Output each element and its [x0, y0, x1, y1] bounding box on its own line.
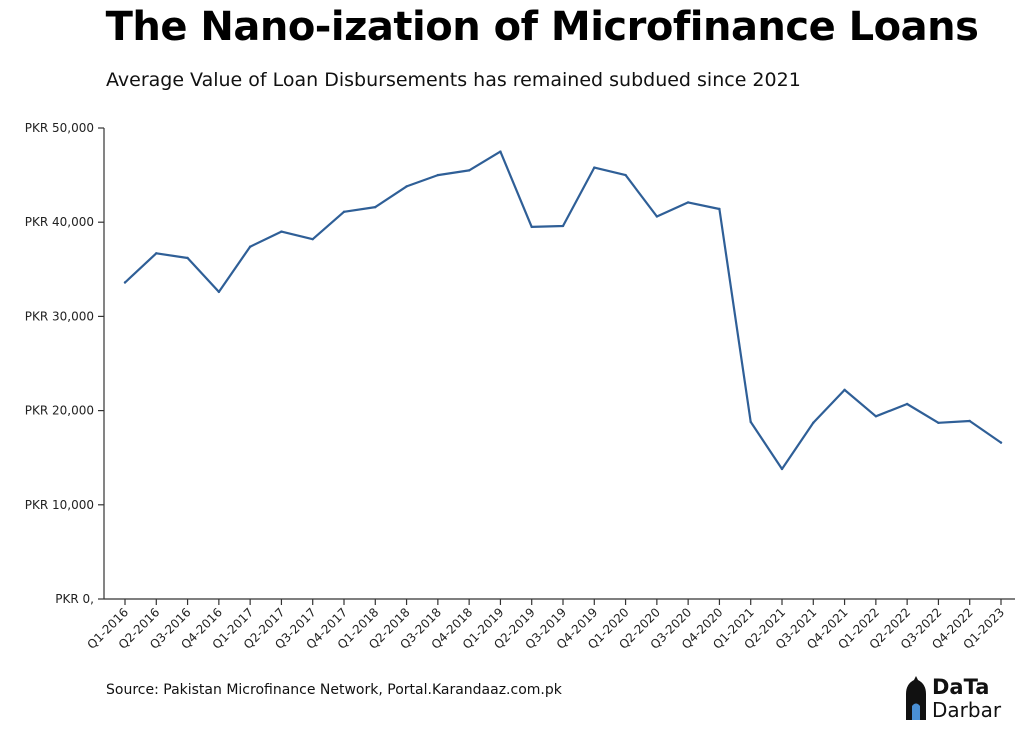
- data-darbar-logo: DaTa Darbar: [906, 675, 1002, 722]
- y-axis: PKR 0, PKR 10,000 PKR 20,000 PKR 30,000 PKR …: [25, 121, 105, 606]
- data-point: [718, 207, 721, 211]
- y-tick-label: PKR 50,000: [25, 121, 94, 135]
- y-tick-label: PKR 30,000: [25, 309, 94, 323]
- data-point: [843, 388, 846, 392]
- logo-line1: DaTa: [932, 675, 989, 699]
- data-point: [342, 210, 346, 214]
- data-point: [937, 421, 940, 425]
- data-point: [248, 245, 252, 248]
- source-note: Source: Pakistan Microfinance Network, P…: [106, 682, 562, 698]
- data-point: [155, 252, 158, 255]
- data-point: [436, 173, 440, 177]
- y-tick-label: PKR 10,000: [25, 498, 94, 512]
- logo-line2: Darbar: [932, 698, 1002, 722]
- data-point: [686, 201, 690, 204]
- data-point: [374, 205, 377, 209]
- data-point: [968, 419, 971, 423]
- mosque-door: [912, 703, 920, 720]
- x-axis: Q1-2016Q2-2016Q3-2016Q4-2016Q1-2017Q2-20…: [84, 598, 1015, 652]
- data-point: [780, 467, 784, 471]
- data-point: [999, 441, 1003, 444]
- data-point: [655, 215, 659, 218]
- data-point: [624, 173, 627, 177]
- data-point: [749, 420, 752, 424]
- chart-subtitle: Average Value of Loan Disbursements has …: [106, 69, 801, 91]
- y-tick-label: PKR 0,: [55, 592, 94, 606]
- mosque-dome-icon: [906, 676, 926, 720]
- series: [123, 150, 1003, 471]
- data-point: [280, 230, 283, 233]
- data-point: [874, 415, 878, 418]
- data-point: [405, 185, 408, 188]
- y-tick-label: PKR 20,000: [25, 404, 94, 418]
- data-point: [311, 237, 314, 241]
- data-point: [186, 256, 189, 260]
- data-point: [499, 150, 502, 153]
- data-point: [593, 166, 596, 169]
- chart-title: The Nano-ization of Microfinance Loans: [105, 4, 979, 50]
- series-line: [123, 150, 1003, 471]
- data-point: [217, 290, 221, 294]
- data-point: [905, 402, 909, 406]
- data-point: [467, 169, 471, 172]
- data-point: [530, 225, 533, 229]
- data-point: [812, 421, 815, 425]
- data-point: [123, 281, 127, 284]
- y-tick-label: PKR 40,000: [25, 215, 94, 229]
- data-point: [561, 224, 565, 228]
